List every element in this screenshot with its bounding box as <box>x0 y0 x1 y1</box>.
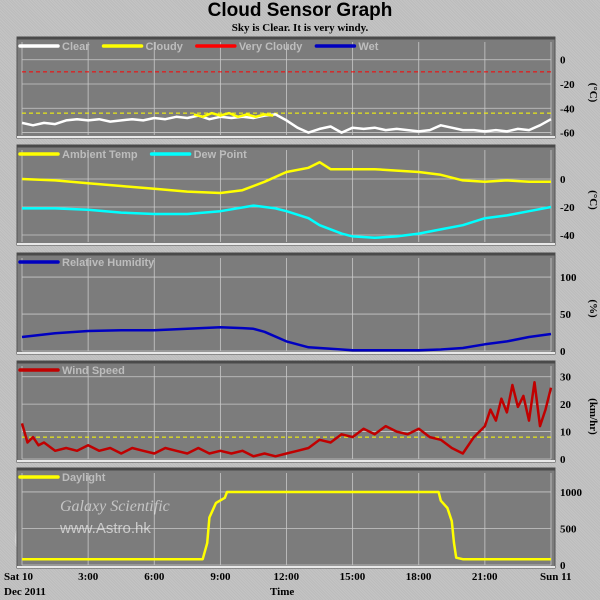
x-tick-label: Sat 10 <box>4 571 34 583</box>
panel-1: 0 -20 -40 -60 (°C) Clear Cloudy Very Cloudy Wet <box>16 36 599 140</box>
series-line-dew-point <box>22 204 552 240</box>
panel-4: 30 20 10 0 (km/hr) Wind Speed <box>16 360 599 466</box>
y-axis-unit-label: (%) <box>587 299 599 318</box>
y-tick-label: -40 <box>560 103 575 115</box>
series-line-daylight <box>22 490 552 561</box>
y-tick-label: 0 <box>560 55 566 67</box>
legend-label: Dew Point <box>194 149 248 161</box>
panel-5: 1000 500 0 Daylight <box>16 467 583 572</box>
legend-label: Ambient Temp <box>62 149 138 161</box>
y-tick-label: 0 <box>560 174 566 186</box>
legend-label: Daylight <box>62 472 106 484</box>
x-tick-label: 6:00 <box>144 571 165 583</box>
y-tick-label: 0 <box>560 346 566 358</box>
y-tick-label: 30 <box>560 372 572 384</box>
y-tick-label: 100 <box>560 272 577 284</box>
y-tick-label: -60 <box>560 128 575 140</box>
y-tick-label: 500 <box>560 523 577 535</box>
y-axis-unit-label: (°C) <box>587 190 599 210</box>
y-tick-label: 50 <box>560 309 572 321</box>
series-line-relative-humidity <box>21 326 552 352</box>
legend-label: Cloudy <box>146 41 184 53</box>
legend-label: Relative Humidity <box>62 257 155 269</box>
panel-background <box>16 467 556 569</box>
y-axis-unit-label: (°C) <box>587 83 599 103</box>
legend-label: Very Cloudy <box>239 41 303 53</box>
watermark-url: www.Astro.hk <box>60 520 151 537</box>
x-tick-label: 21:00 <box>471 571 498 583</box>
y-tick-label: 10 <box>560 427 572 439</box>
y-tick-label: 0 <box>560 560 566 572</box>
y-tick-label: 20 <box>560 399 572 411</box>
panel-background <box>16 360 556 463</box>
panel-background <box>16 144 556 246</box>
y-tick-label: -20 <box>560 202 575 214</box>
watermark-logo-text: Galaxy Scientific <box>60 498 170 515</box>
x-axis-label: Time <box>270 586 295 598</box>
series-line-ambient-temp <box>21 160 551 195</box>
x-tick-label: Sun 11 <box>540 571 572 583</box>
x-tick-label: 15:00 <box>339 571 366 583</box>
y-tick-label: 0 <box>560 454 566 466</box>
x-tick-label: 3:00 <box>78 571 99 583</box>
y-tick-label: -40 <box>560 230 575 242</box>
panel-3: 100 50 0 (%) Relative Humidity <box>16 252 599 358</box>
legend-label: Wet <box>358 41 378 53</box>
legend-label: Clear <box>62 41 90 53</box>
y-axis-unit-label: (km/hr) <box>587 398 599 435</box>
x-tick-label: 18:00 <box>405 571 432 583</box>
x-tick-label: 12:00 <box>273 571 300 583</box>
legend-label: Wind Speed <box>62 365 125 377</box>
series-line-clear <box>21 113 552 134</box>
chart-title: Cloud Sensor Graph <box>207 0 393 21</box>
panel-2: 0 -20 -40 (°C) Ambient Temp Dew Point <box>16 144 599 246</box>
date-label: Dec 2011 <box>4 586 46 598</box>
series-line-wind-speed <box>20 380 553 458</box>
panel-background <box>16 252 556 355</box>
y-tick-label: 1000 <box>560 487 583 499</box>
x-tick-label: 9:00 <box>210 571 231 583</box>
chart-subtitle: Sky is Clear. It is very windy. <box>231 22 369 34</box>
series-line-cloudy <box>193 111 274 119</box>
y-tick-label: -20 <box>560 79 575 91</box>
